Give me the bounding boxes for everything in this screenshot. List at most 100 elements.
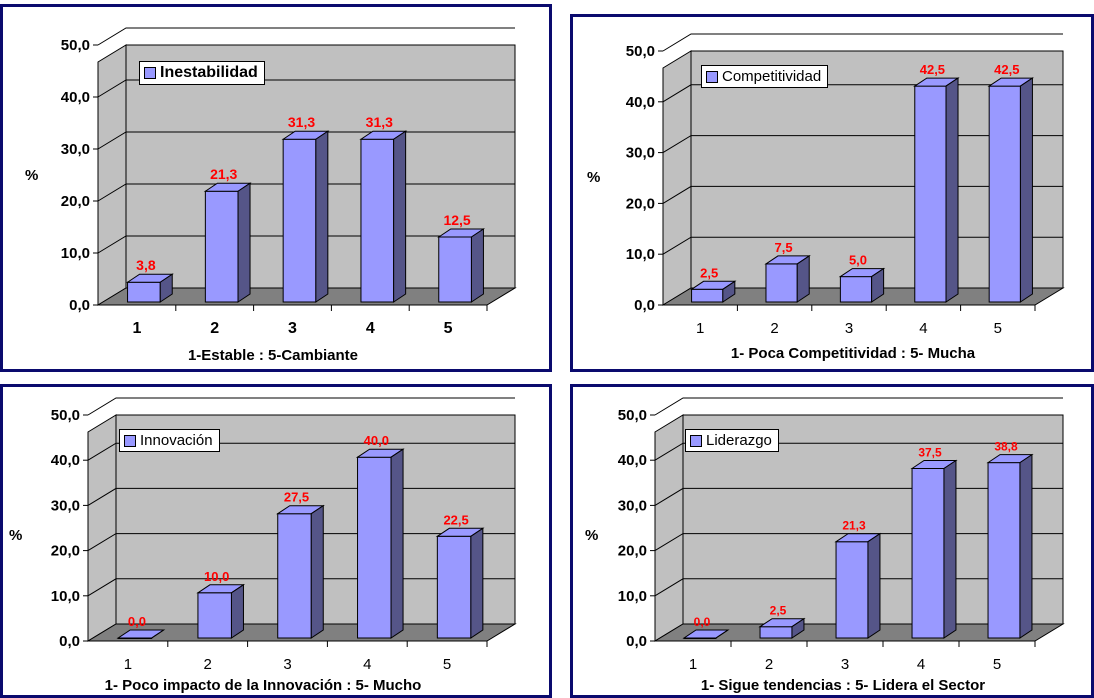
side-wall — [97, 44, 127, 306]
bar — [759, 626, 793, 639]
legend-swatch — [706, 70, 718, 83]
gridline — [87, 442, 515, 461]
data-label: 42,5 — [994, 62, 1019, 77]
gridline — [654, 442, 1063, 461]
bar — [691, 288, 724, 303]
data-label: 10,0 — [204, 569, 229, 584]
chart-svg: 0,0 10,0 20,0 30,0 40,0 50,0 0,0 1 2,5 2 21,3 3 37,5… — [618, 397, 1065, 673]
bar — [765, 263, 798, 303]
y-tick-label: 50,0 — [51, 407, 80, 424]
data-label: 0,0 — [128, 614, 146, 629]
x-tick-label: 1 — [696, 320, 704, 337]
data-label: 31,3 — [288, 114, 315, 130]
data-label: 27,5 — [284, 490, 309, 505]
bar — [914, 85, 947, 303]
bar-side — [390, 448, 404, 639]
bar — [360, 138, 395, 303]
bar-side — [159, 273, 173, 303]
data-label: 37,5 — [918, 446, 942, 460]
x-tick-label: 1 — [124, 656, 132, 673]
bar — [436, 535, 472, 639]
x-tick-label: 2 — [770, 320, 778, 337]
bar-side — [867, 532, 881, 639]
gridline — [97, 27, 515, 46]
x-tick-label: 3 — [845, 320, 853, 337]
data-label: 2,5 — [770, 604, 787, 618]
y-tick-label: 20,0 — [626, 195, 655, 212]
y-axis-label: % — [9, 527, 23, 544]
bar-side — [871, 267, 885, 303]
legend-label: Inestabilidad — [160, 64, 258, 81]
legend-label: Competitividad — [722, 68, 822, 85]
y-tick-label: 50,0 — [618, 407, 647, 424]
bar-side — [1019, 453, 1033, 639]
chart-panel-innovacion: 0,0 10,0 20,0 30,0 40,0 50,0 0,0 1 10,0 2 27,5 3 40,… — [0, 384, 552, 698]
data-label: 12,5 — [443, 212, 470, 228]
side-wall — [87, 414, 117, 642]
x-tick-label: 4 — [919, 320, 927, 337]
bar — [839, 276, 873, 303]
data-label: 3,8 — [136, 257, 156, 273]
x-tick-label: 2 — [204, 656, 212, 673]
chart-svg: 0,0 10,0 20,0 30,0 40,0 50,0 3,8 1 21,3 2 31,3 3 31,… — [61, 27, 517, 337]
gridline — [654, 397, 1063, 416]
y-tick-label: 30,0 — [51, 497, 80, 514]
bar-side — [310, 504, 324, 639]
y-tick-label: 0,0 — [59, 633, 80, 650]
bar-side — [151, 629, 164, 639]
gridline — [87, 397, 515, 416]
legend: Competitividad — [701, 65, 829, 88]
side-wall — [662, 50, 692, 306]
x-axis-label: 1- Poco impacto de la Innovación : 5- Mu… — [104, 677, 422, 694]
x-tick-label: 1 — [132, 320, 141, 337]
x-tick-label: 4 — [917, 656, 925, 673]
y-axis-label: % — [25, 167, 39, 184]
data-label: 21,3 — [842, 519, 866, 533]
data-label: 5,0 — [849, 253, 867, 268]
chart-panel-liderazgo: 0,0 10,0 20,0 30,0 40,0 50,0 0,0 1 2,5 2 21,3 3 37,5… — [570, 384, 1094, 698]
y-tick-label: 40,0 — [51, 452, 80, 469]
data-label: 2,5 — [700, 265, 718, 280]
bar — [987, 462, 1021, 639]
bar-side — [315, 130, 329, 303]
bar-side — [791, 617, 805, 639]
x-tick-label: 2 — [210, 320, 219, 337]
x-axis-label: 1- Poca Competitividad : 5- Mucha — [730, 345, 976, 362]
bar — [282, 138, 317, 303]
gridline — [97, 79, 515, 98]
bar — [988, 85, 1021, 303]
y-tick-label: 20,0 — [61, 193, 90, 210]
y-axis-label: % — [587, 169, 601, 186]
legend: Liderazgo — [685, 429, 779, 452]
x-tick-label: 3 — [283, 656, 291, 673]
side-wall — [654, 414, 684, 642]
bar-side — [230, 583, 244, 639]
x-tick-label: 4 — [363, 656, 371, 673]
bar-side — [943, 459, 957, 639]
legend-swatch — [690, 434, 702, 447]
data-label: 7,5 — [775, 240, 793, 255]
y-tick-label: 40,0 — [61, 89, 90, 106]
bar — [357, 456, 392, 639]
chart-panel-inestabilidad: 0,0 10,0 20,0 30,0 40,0 50,0 3,8 1 21,3 2 31,3 3 31,… — [0, 4, 552, 372]
legend-label: Liderazgo — [706, 432, 772, 449]
y-tick-label: 10,0 — [61, 245, 90, 262]
legend: Innovación — [119, 429, 220, 452]
chart-panel-competitividad: 0,0 10,0 20,0 30,0 40,0 50,0 2,5 1 7,5 2 5,0 3 42,5 4… — [570, 14, 1094, 372]
bar-side — [470, 527, 484, 639]
y-tick-label: 50,0 — [626, 43, 655, 60]
bar-side — [1019, 77, 1033, 303]
y-tick-label: 30,0 — [626, 145, 655, 162]
bar — [835, 541, 869, 639]
x-tick-label: 4 — [366, 320, 375, 337]
chart-svg: 0,0 10,0 20,0 30,0 40,0 50,0 0,0 1 10,0 2 27,5 3 40,… — [51, 397, 517, 673]
x-tick-label: 3 — [841, 656, 849, 673]
chart-svg: 0,0 10,0 20,0 30,0 40,0 50,0 2,5 1 7,5 2 5,0 3 42,5 4… — [626, 33, 1065, 337]
data-label: 22,5 — [443, 512, 468, 527]
x-tick-label: 5 — [444, 320, 453, 337]
bar — [438, 236, 472, 303]
x-tick-label: 5 — [994, 320, 1002, 337]
bar-side — [393, 130, 407, 303]
data-label: 21,3 — [210, 166, 237, 182]
bar-side — [722, 280, 736, 303]
